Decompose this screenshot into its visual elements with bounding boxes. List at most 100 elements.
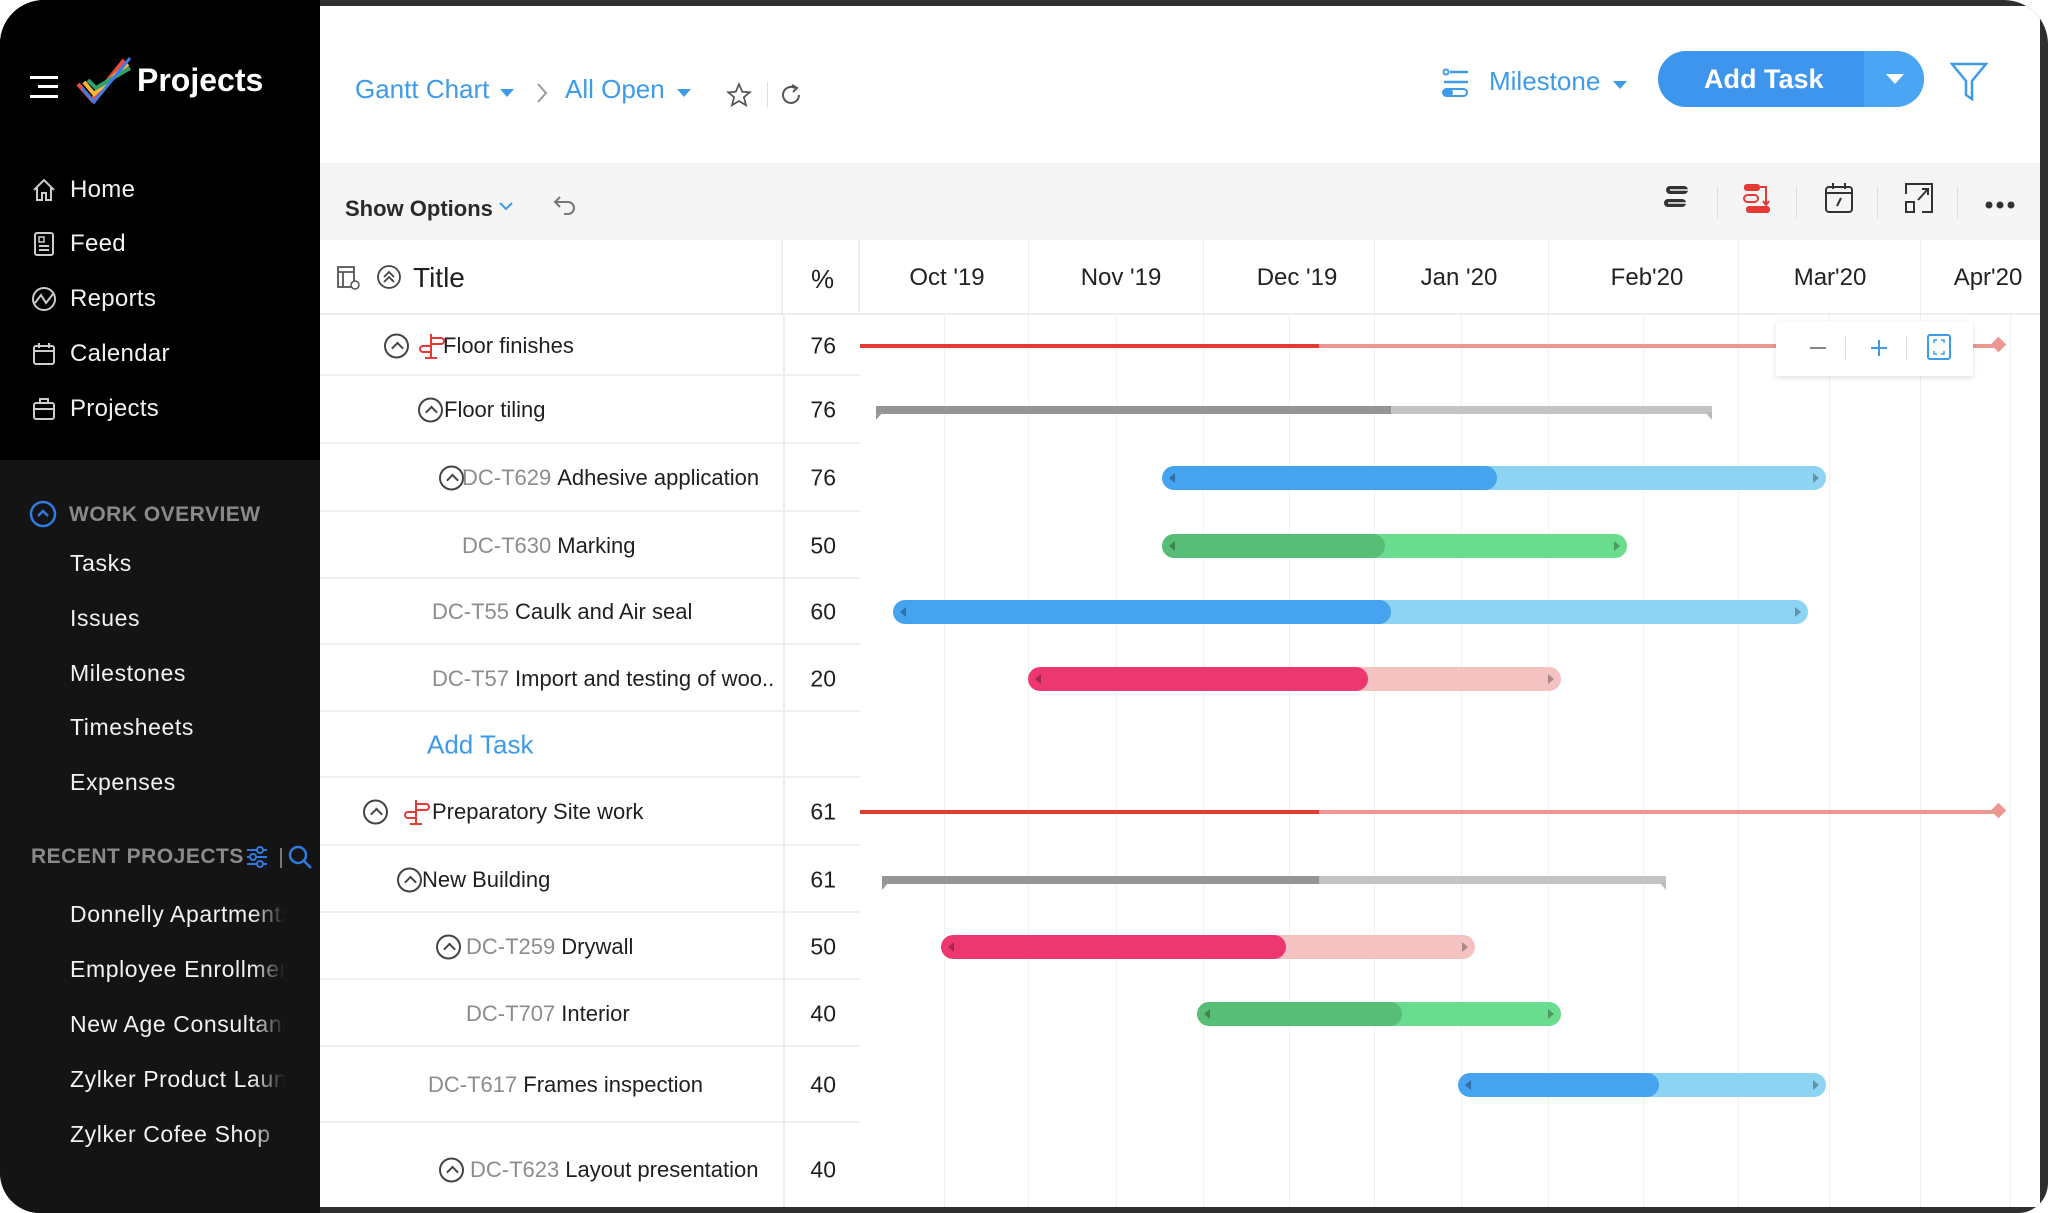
more-options-icon[interactable] bbox=[1985, 196, 2015, 214]
task-bars-icon[interactable] bbox=[1662, 182, 1692, 217]
refresh-icon[interactable] bbox=[779, 83, 803, 112]
collapse-toggle-icon[interactable] bbox=[363, 799, 388, 825]
collapse-toggle-icon[interactable] bbox=[439, 1157, 464, 1182]
column-settings-icon[interactable] bbox=[336, 265, 360, 296]
resize-left-handle[interactable] bbox=[899, 607, 906, 617]
recent-project-item[interactable]: New Age Consultancy bbox=[70, 1011, 285, 1037]
resize-left-handle[interactable] bbox=[1035, 673, 1041, 684]
sidebar-item-timesheets[interactable]: Timesheets bbox=[70, 714, 195, 740]
resize-right-handle[interactable] bbox=[1548, 1008, 1555, 1019]
collapse-all-icon[interactable] bbox=[376, 264, 402, 295]
group-by-dropdown[interactable]: Milestone bbox=[1489, 66, 1601, 96]
add-task-button[interactable]: Add Task bbox=[1658, 51, 1924, 107]
title-column-label[interactable]: Title bbox=[413, 262, 465, 293]
task-title[interactable]: DC-T707 Interior bbox=[466, 1001, 630, 1027]
sidebar-item-issues[interactable]: Issues bbox=[70, 605, 141, 631]
milestone-bar[interactable] bbox=[860, 802, 2007, 819]
hamburger-menu-icon[interactable] bbox=[30, 76, 58, 98]
recent-project-item[interactable]: Donnelly Apartments bbox=[70, 901, 285, 927]
resize-right-handle[interactable] bbox=[1813, 473, 1820, 483]
recent-project-item[interactable]: Zylker Product Launch bbox=[70, 1066, 285, 1092]
sidebar-item-calendar[interactable]: Calendar bbox=[30, 334, 170, 374]
chevron-down-icon[interactable] bbox=[677, 89, 691, 97]
filter-sliders-icon[interactable] bbox=[245, 845, 269, 874]
collapse-toggle-icon[interactable] bbox=[418, 397, 443, 423]
month-label: Dec '19 bbox=[1256, 264, 1338, 291]
add-task-link[interactable]: Add Task bbox=[427, 729, 534, 760]
task-bar[interactable] bbox=[1028, 666, 1562, 691]
zoom-out-button[interactable] bbox=[1810, 347, 1826, 349]
task-title[interactable]: DC-T623 Layout presentation bbox=[470, 1157, 759, 1183]
sidebar-item-tasks[interactable]: Tasks bbox=[70, 550, 132, 576]
collapse-toggle-icon[interactable] bbox=[384, 333, 409, 358]
calendar-icon[interactable] bbox=[1824, 182, 1854, 219]
add-task-label: Add Task bbox=[1704, 64, 1824, 94]
task-bar[interactable] bbox=[1162, 466, 1827, 490]
star-icon[interactable] bbox=[725, 81, 753, 113]
month-label: Nov '19 bbox=[1080, 264, 1162, 291]
sidebar-item-milestones[interactable]: Milestones bbox=[70, 660, 186, 686]
task-title[interactable]: DC-T629 Adhesive application bbox=[462, 465, 759, 491]
chevron-down-icon[interactable] bbox=[498, 199, 514, 217]
task-title[interactable]: DC-T259 Drywall bbox=[466, 934, 633, 960]
task-bar[interactable] bbox=[1197, 1001, 1562, 1026]
zoom-in-button[interactable] bbox=[1868, 337, 1890, 364]
resize-right-handle[interactable] bbox=[1795, 607, 1802, 617]
resize-right-handle[interactable] bbox=[1462, 941, 1469, 952]
task-title[interactable]: Preparatory Site work bbox=[432, 799, 644, 825]
recent-project-item[interactable]: Zylker Cofee Shop bbox=[70, 1121, 271, 1147]
task-bar[interactable] bbox=[1458, 1073, 1827, 1097]
task-title[interactable]: DC-T630 Marking bbox=[462, 533, 636, 559]
task-title[interactable]: New Building bbox=[422, 867, 550, 893]
fit-to-screen-icon[interactable] bbox=[1926, 333, 1952, 366]
collapse-toggle-icon[interactable] bbox=[397, 867, 422, 892]
task-name: Interior bbox=[561, 1000, 630, 1026]
show-options-button[interactable]: Show Options bbox=[345, 196, 493, 221]
resize-right-handle[interactable] bbox=[1613, 540, 1620, 551]
task-bar[interactable] bbox=[1162, 533, 1627, 558]
sidebar-item-expenses[interactable]: Expenses bbox=[70, 769, 176, 795]
add-task-dropdown-button[interactable] bbox=[1864, 51, 1924, 107]
task-title[interactable]: Floor tiling bbox=[444, 397, 545, 423]
filter-icon[interactable] bbox=[1949, 61, 1989, 108]
tasklist-bar[interactable] bbox=[881, 875, 1667, 890]
task-progress bbox=[892, 600, 1391, 624]
collapse-toggle-icon[interactable] bbox=[439, 465, 464, 491]
task-bar[interactable] bbox=[892, 600, 1809, 624]
dependency-icon[interactable] bbox=[1742, 182, 1772, 219]
sidebar-item-projects[interactable]: Projects bbox=[30, 389, 159, 429]
sidebar-item-home[interactable]: Home bbox=[30, 170, 135, 210]
sidebar-item-feed[interactable]: Feed bbox=[30, 224, 126, 264]
search-icon[interactable] bbox=[287, 844, 313, 875]
resize-left-handle[interactable] bbox=[1204, 1008, 1211, 1019]
resize-right-handle[interactable] bbox=[1813, 1080, 1820, 1090]
milestone-bar[interactable] bbox=[860, 336, 2007, 352]
grid-line bbox=[1288, 315, 1290, 1207]
sidebar-item-reports[interactable]: Reports bbox=[30, 279, 156, 319]
percent-column-label[interactable]: % bbox=[811, 264, 835, 294]
breadcrumb-all-open[interactable]: All Open bbox=[565, 74, 665, 104]
task-title[interactable]: DC-T57 Import and testing of woo.. bbox=[432, 666, 774, 692]
tasklist-bar[interactable] bbox=[876, 406, 1712, 420]
task-title[interactable]: DC-T55 Caulk and Air seal bbox=[432, 599, 692, 625]
task-bar[interactable] bbox=[941, 934, 1476, 959]
resize-left-handle[interactable] bbox=[948, 941, 955, 952]
resize-right-handle[interactable] bbox=[1548, 673, 1555, 684]
milestone-group-icon[interactable] bbox=[1442, 68, 1468, 103]
task-title[interactable]: DC-T617 Frames inspection bbox=[428, 1072, 703, 1098]
table-row: Preparatory Site work 61 bbox=[320, 778, 860, 846]
table-row: Floor finishes 76 bbox=[320, 315, 860, 376]
task-title[interactable]: Floor finishes bbox=[443, 333, 574, 359]
chevron-down-icon[interactable] bbox=[500, 89, 514, 97]
resize-left-handle[interactable] bbox=[1465, 1080, 1472, 1090]
chevron-down-icon[interactable] bbox=[1613, 81, 1627, 89]
table-row: DC-T707 Interior 40 bbox=[320, 980, 860, 1047]
collapse-work-overview-icon[interactable] bbox=[29, 500, 57, 533]
recent-project-item[interactable]: Employee Enrollment bbox=[70, 956, 285, 982]
resize-left-handle[interactable] bbox=[1169, 540, 1176, 551]
resize-left-handle[interactable] bbox=[1169, 473, 1176, 483]
undo-icon[interactable] bbox=[552, 193, 578, 222]
collapse-toggle-icon[interactable] bbox=[436, 934, 461, 959]
expand-icon[interactable] bbox=[1904, 182, 1934, 219]
breadcrumb-gantt-chart[interactable]: Gantt Chart bbox=[355, 74, 490, 104]
